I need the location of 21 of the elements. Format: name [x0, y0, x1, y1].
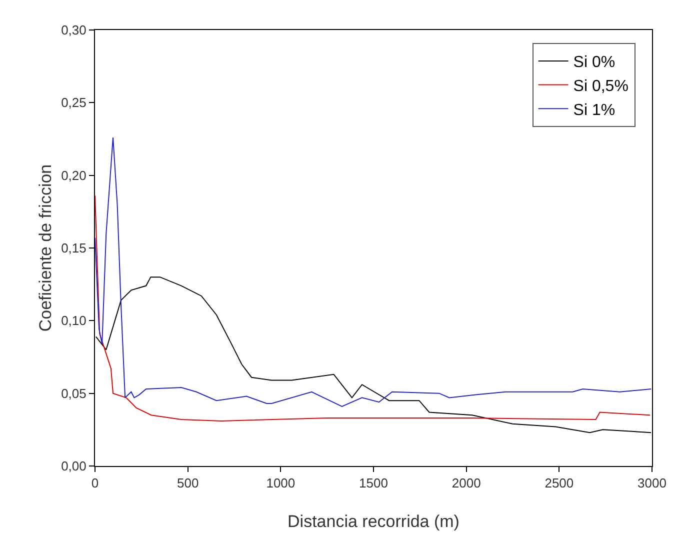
y-tick-label: 0,15: [61, 240, 86, 256]
legend-label: Si 0%: [573, 54, 616, 72]
line-series: [95, 195, 650, 422]
y-tick-label: 0,10: [61, 313, 86, 328]
line-series: [95, 137, 652, 407]
y-tick-label: 0,20: [61, 168, 86, 183]
y-tick-label: 0,30: [61, 22, 86, 38]
y-tick-label: 0,05: [61, 386, 86, 401]
x-tick-label: 500: [176, 476, 199, 491]
y-tick-label: 0,25: [61, 95, 86, 110]
y-axis-title: Coeficiente de friccion: [36, 164, 55, 332]
x-tick-label: 2000: [452, 476, 481, 491]
x-tick-label: 2500: [544, 476, 574, 491]
x-tick-label: 1500: [359, 476, 388, 491]
x-axis-title: Distancia recorrida (m): [288, 512, 460, 531]
y-tick-label: 0,00: [61, 458, 86, 474]
x-tick-label: 0: [91, 476, 99, 491]
legend-label: Si 1%: [573, 102, 616, 119]
x-tick-label: 1000: [266, 476, 296, 491]
legend-label: Si 0,5%: [573, 78, 628, 96]
x-tick-label: 3000: [638, 476, 666, 491]
